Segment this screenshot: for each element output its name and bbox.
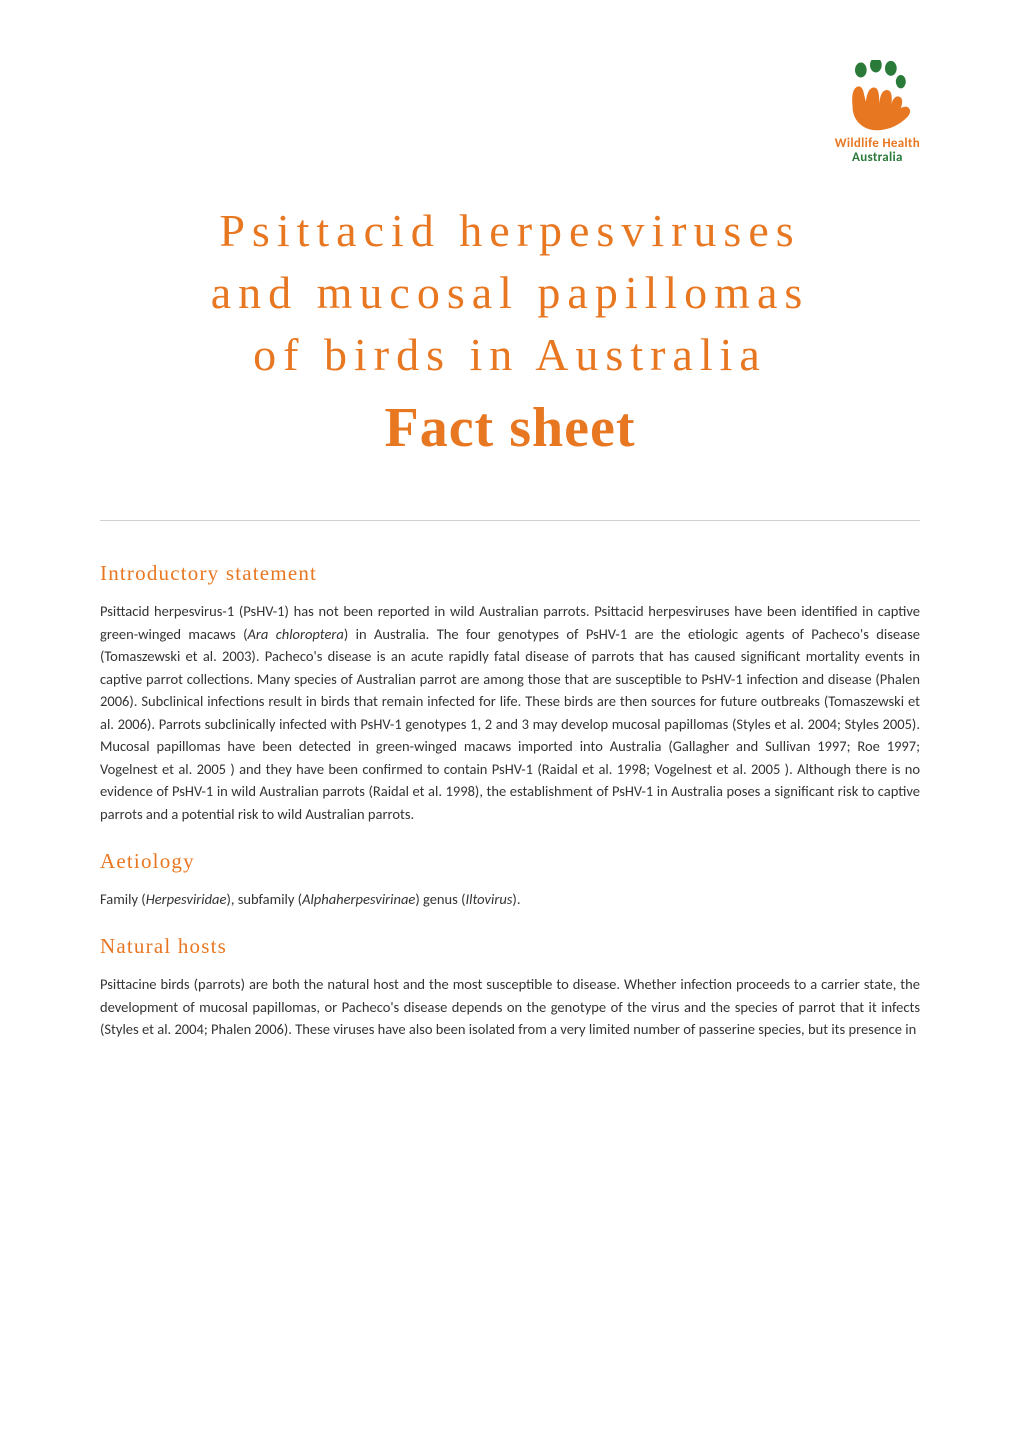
title-line-2: and mucosal papillomas [211, 267, 810, 318]
logo-text-line1: Wildlife Health [835, 137, 920, 151]
subtitle-script: Fact sheet [100, 396, 920, 460]
logo: Wildlife Health Australia [835, 60, 920, 164]
hosts-paragraph: Psittacine birds (parrots) are both the … [100, 973, 920, 1040]
title-line-3: of birds in Australia [253, 329, 767, 380]
aetiology-paragraph: Family (Herpesviridae), subfamily (Alpha… [100, 888, 920, 910]
section-heading-intro: Introductory statement [100, 561, 920, 586]
logo-text-line2: Australia [835, 151, 920, 165]
logo-text: Wildlife Health Australia [835, 137, 920, 164]
species-name: Ara chloroptera [248, 625, 344, 643]
logo-icon [835, 60, 920, 135]
section-heading-aetiology: Aetiology [100, 849, 920, 874]
section-heading-hosts: Natural hosts [100, 934, 920, 959]
document-title: Psittacid herpesviruses and mucosal papi… [100, 200, 920, 386]
divider-line [100, 520, 920, 521]
subfamily-name: Alphaherpesvirinae [302, 890, 415, 908]
title-line-1: Psittacid herpesviruses [219, 205, 800, 256]
genus-name: Iltovirus [466, 890, 513, 908]
family-name: Herpesviridae [146, 890, 227, 908]
intro-paragraph: Psittacid herpesvirus-1 (PsHV-1) has not… [100, 600, 920, 825]
